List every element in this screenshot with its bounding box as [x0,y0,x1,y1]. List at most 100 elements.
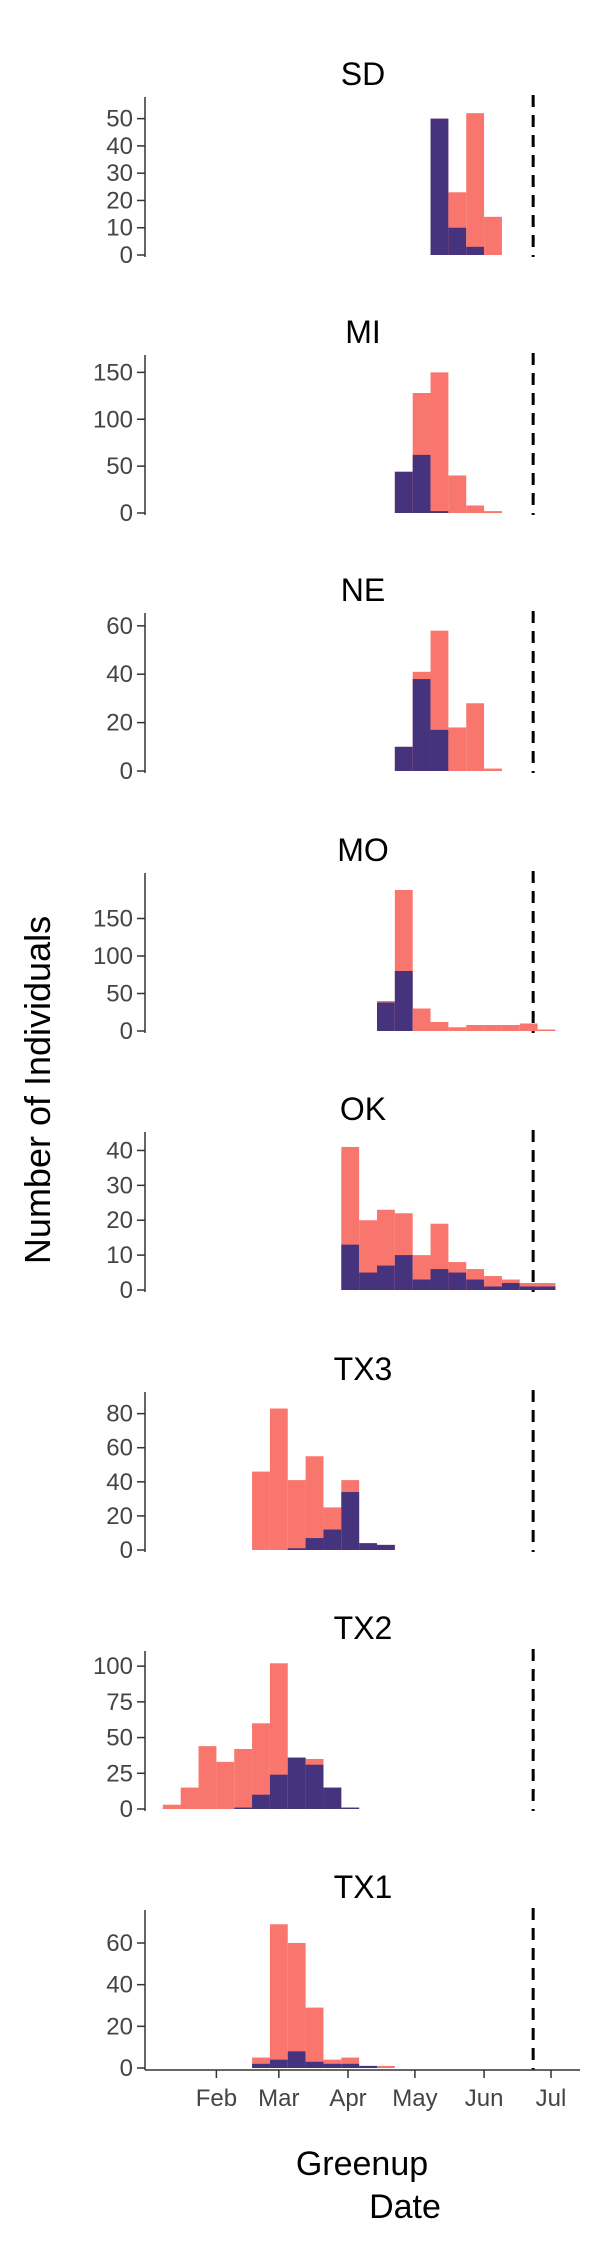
y-tick-label-sd-50: 50 [106,106,133,133]
bar-mo-total-3 [430,1022,449,1031]
x-axis-title-line2: Date [369,2188,441,2226]
y-tick-label-tx3-0: 0 [120,1537,133,1564]
bar-tx1-dark-1 [269,2059,288,2068]
bar-tx1-dark-5 [341,2063,360,2068]
bar-ok-dark-7 [466,1279,485,1290]
bar-ok-dark-8 [484,1286,502,1290]
bar-mo-total-8 [519,1023,538,1031]
y-tick-label-mo-50: 50 [106,981,133,1008]
x-tick-label-feb: Feb [196,2085,237,2112]
bar-tx2-dark-5 [252,1794,270,1809]
y-tick-label-ne-0: 0 [120,758,133,785]
y-tick-label-ne-60: 60 [106,613,133,640]
y-tick-label-ok-40: 40 [106,1137,133,1164]
y-tick-label-tx3-60: 60 [106,1435,133,1462]
bar-tx2-dark-4 [234,1807,253,1809]
bar-tx2-total-1 [180,1787,199,1809]
bar-tx2-total-2 [198,1746,217,1809]
y-tick-label-tx1-40: 40 [106,1972,133,1999]
bar-tx1-dark-4 [323,2063,342,2068]
bar-mo-total-5 [466,1025,485,1031]
bar-mo-total-6 [484,1025,502,1031]
bar-ok-dark-2 [377,1265,395,1290]
y-tick-label-mo-100: 100 [93,943,133,970]
y-tick-label-tx2-25: 25 [106,1760,133,1787]
y-tick-label-sd-0: 0 [120,242,133,269]
bar-sd-dark-1 [448,227,467,255]
x-tick-label-mar: Mar [258,2085,299,2112]
y-tick-label-tx3-80: 80 [106,1401,133,1428]
bar-tx3-dark-7 [377,1544,395,1550]
bar-sd-dark-0 [430,118,449,256]
y-tick-label-mo-150: 150 [93,906,133,933]
bar-mi-dark-2 [430,511,449,513]
bar-tx3-total-1 [269,1408,288,1550]
x-tick-label-jun: Jun [465,2085,504,2112]
bar-tx1-total-5 [341,2057,360,2068]
bar-ok-dark-5 [430,1269,449,1290]
y-tick-label-ne-40: 40 [106,661,133,688]
panel-title-tx2: TX2 [334,1610,393,1646]
bar-mo-dark-1 [394,971,413,1031]
y-tick-label-ok-10: 10 [106,1242,133,1269]
panel-title-tx3: TX3 [334,1351,393,1387]
bar-mi-total-5 [484,511,502,513]
bar-tx2-total-4 [234,1749,253,1809]
y-tick-label-tx1-0: 0 [120,2055,133,2082]
y-tick-label-mo-0: 0 [120,1018,133,1045]
bar-ok-dark-0 [341,1244,360,1290]
y-tick-label-tx2-100: 100 [93,1653,133,1680]
bar-mi-total-2 [430,372,449,513]
y-tick-label-mi-150: 150 [93,359,133,386]
y-tick-label-ok-0: 0 [120,1277,133,1304]
panel-title-ok: OK [340,1091,386,1127]
y-tick-label-mi-0: 0 [120,500,133,527]
y-tick-label-ne-20: 20 [106,710,133,737]
bar-tx1-dark-2 [287,2051,306,2068]
y-tick-label-tx1-60: 60 [106,1930,133,1957]
bar-mi-dark-0 [394,471,413,513]
bar-mo-total-7 [501,1025,520,1031]
x-tick-label-apr: Apr [329,2085,366,2112]
y-tick-label-mi-50: 50 [106,453,133,480]
bar-sd-dark-2 [466,246,485,255]
bar-tx2-dark-10 [341,1807,360,1809]
panel-title-mo: MO [337,832,389,868]
bar-tx3-total-2 [287,1480,306,1550]
bar-mo-total-9 [537,1029,556,1031]
x-tick-label-may: May [392,2085,437,2112]
y-tick-label-sd-20: 20 [106,187,133,214]
bar-tx1-total-1 [269,1924,288,2068]
y-tick-label-tx2-50: 50 [106,1725,133,1752]
y-tick-label-ok-30: 30 [106,1172,133,1199]
bar-tx1-dark-3 [305,2061,324,2068]
bar-ok-dark-11 [537,1286,556,1290]
bar-ok-dark-3 [394,1255,413,1290]
y-tick-label-sd-40: 40 [106,133,133,160]
bar-tx1-dark-0 [252,2063,270,2068]
bar-ne-dark-2 [430,729,449,771]
y-tick-label-sd-10: 10 [106,215,133,242]
panel-title-sd: SD [341,56,385,92]
bar-tx1-total-3 [305,2007,324,2068]
bar-ne-total-4 [466,703,485,771]
bar-ne-total-3 [448,727,467,771]
bar-ok-dark-4 [412,1279,431,1290]
bar-tx2-total-5 [252,1723,270,1809]
panel-title-ne: NE [341,572,385,608]
y-axis-title: Number of Individuals [17,916,58,1264]
bar-ne-dark-0 [394,746,413,771]
bar-tx1-total-0 [252,2057,270,2068]
bar-tx3-dark-4 [323,1529,342,1550]
bar-tx2-total-6 [269,1663,288,1809]
bar-tx3-dark-5 [341,1492,360,1550]
bar-tx2-total-3 [216,1761,235,1809]
x-axis-title-line1: Greenup [296,2145,428,2183]
bar-mo-total-2 [412,1008,431,1031]
bar-tx1-total-7 [377,2065,395,2068]
y-tick-label-mi-100: 100 [93,406,133,433]
bar-sd-total-3 [484,216,502,255]
bar-tx3-dark-2 [287,1548,306,1550]
bar-mi-dark-1 [412,454,431,513]
